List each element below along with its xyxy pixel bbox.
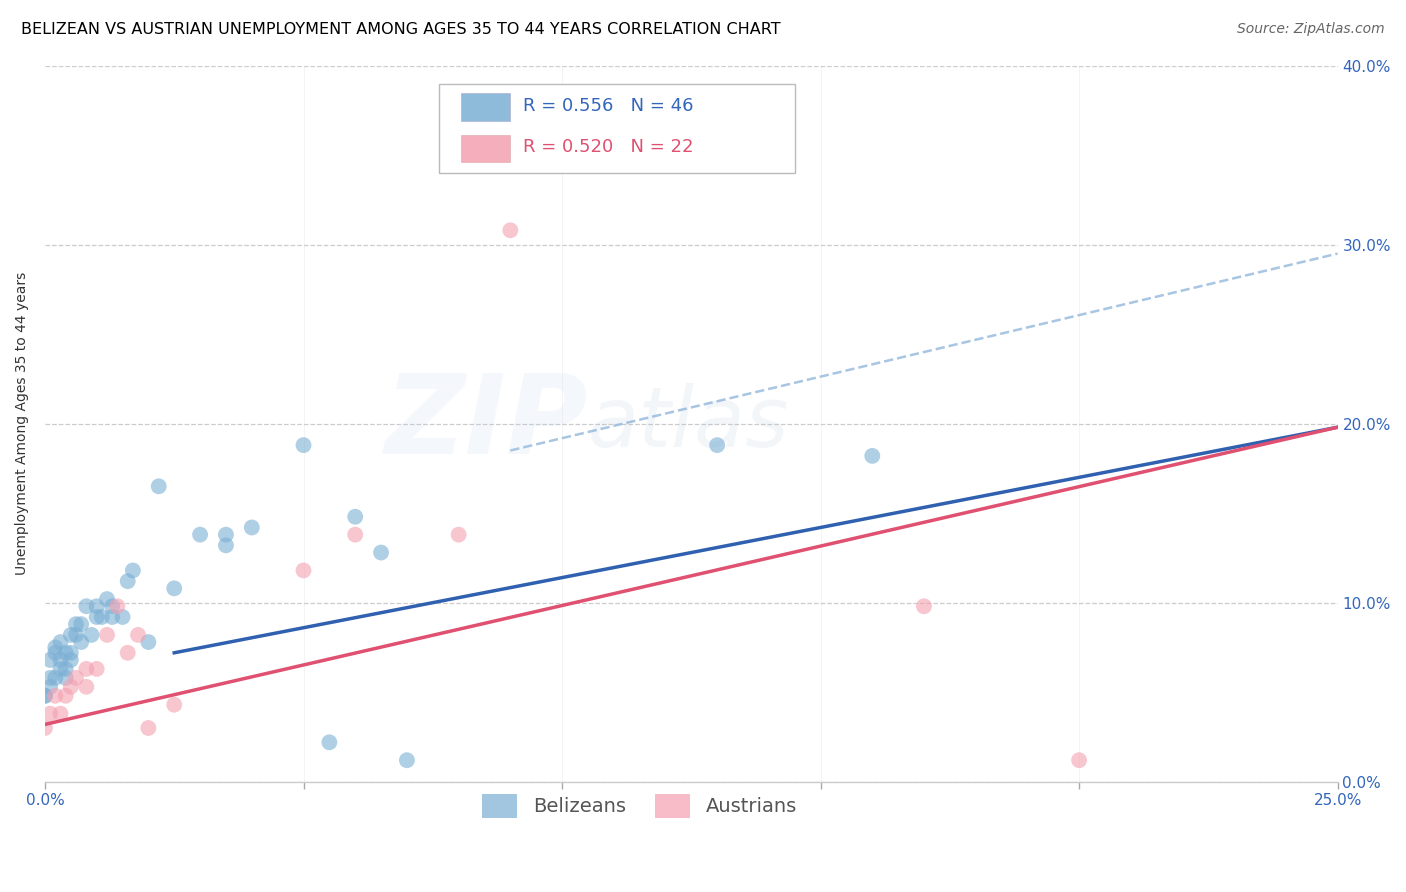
Point <box>86 599 108 614</box>
Point <box>96 592 118 607</box>
FancyBboxPatch shape <box>461 94 510 120</box>
Point <box>70 617 93 632</box>
Point <box>101 610 124 624</box>
Point <box>59 646 82 660</box>
Point <box>34 721 56 735</box>
Point <box>292 438 315 452</box>
Point <box>240 520 263 534</box>
Point <box>499 223 522 237</box>
Point <box>55 662 77 676</box>
Point <box>34 689 56 703</box>
Point <box>75 599 97 614</box>
Point <box>49 653 72 667</box>
Point <box>70 635 93 649</box>
Point <box>39 706 62 721</box>
Text: Source: ZipAtlas.com: Source: ZipAtlas.com <box>1237 22 1385 37</box>
Point <box>59 628 82 642</box>
Point <box>163 582 186 596</box>
Text: ZIP: ZIP <box>384 370 588 477</box>
Point <box>65 617 87 632</box>
Point <box>39 653 62 667</box>
Point <box>65 628 87 642</box>
Point <box>148 479 170 493</box>
Point <box>44 646 66 660</box>
Point <box>860 449 883 463</box>
Point <box>44 671 66 685</box>
Y-axis label: Unemployment Among Ages 35 to 44 years: Unemployment Among Ages 35 to 44 years <box>15 272 30 575</box>
Point <box>39 680 62 694</box>
Point <box>447 527 470 541</box>
Point <box>117 574 139 589</box>
Point <box>122 564 145 578</box>
Point <box>49 706 72 721</box>
Text: BELIZEAN VS AUSTRIAN UNEMPLOYMENT AMONG AGES 35 TO 44 YEARS CORRELATION CHART: BELIZEAN VS AUSTRIAN UNEMPLOYMENT AMONG … <box>21 22 780 37</box>
Point <box>127 628 149 642</box>
Point <box>49 662 72 676</box>
Point <box>163 698 186 712</box>
Point <box>59 680 82 694</box>
Point <box>86 610 108 624</box>
Text: atlas: atlas <box>588 384 790 464</box>
Point <box>75 662 97 676</box>
Point <box>370 545 392 559</box>
Point <box>55 671 77 685</box>
Point <box>912 599 935 614</box>
Point <box>55 689 77 703</box>
Point <box>90 610 112 624</box>
Point <box>39 671 62 685</box>
FancyBboxPatch shape <box>439 84 794 173</box>
Point <box>75 680 97 694</box>
Point <box>111 610 134 624</box>
Point <box>138 635 160 649</box>
Point <box>34 689 56 703</box>
Point <box>138 721 160 735</box>
Point <box>292 564 315 578</box>
Point <box>395 753 418 767</box>
Point <box>318 735 340 749</box>
Point <box>105 599 128 614</box>
Text: R = 0.556   N = 46: R = 0.556 N = 46 <box>523 97 693 115</box>
Point <box>55 646 77 660</box>
Point <box>96 628 118 642</box>
Point <box>101 599 124 614</box>
Point <box>215 527 238 541</box>
Point <box>49 635 72 649</box>
Point <box>86 662 108 676</box>
Point <box>59 653 82 667</box>
Point <box>44 689 66 703</box>
Point <box>1069 753 1091 767</box>
Point <box>344 527 367 541</box>
Point <box>706 438 728 452</box>
Point <box>65 671 87 685</box>
Point <box>215 538 238 552</box>
Point <box>117 646 139 660</box>
Point <box>344 509 367 524</box>
Text: R = 0.520   N = 22: R = 0.520 N = 22 <box>523 138 693 156</box>
Point <box>188 527 211 541</box>
Legend: Belizeans, Austrians: Belizeans, Austrians <box>475 787 804 826</box>
Point <box>44 640 66 655</box>
Point <box>80 628 103 642</box>
FancyBboxPatch shape <box>461 135 510 161</box>
